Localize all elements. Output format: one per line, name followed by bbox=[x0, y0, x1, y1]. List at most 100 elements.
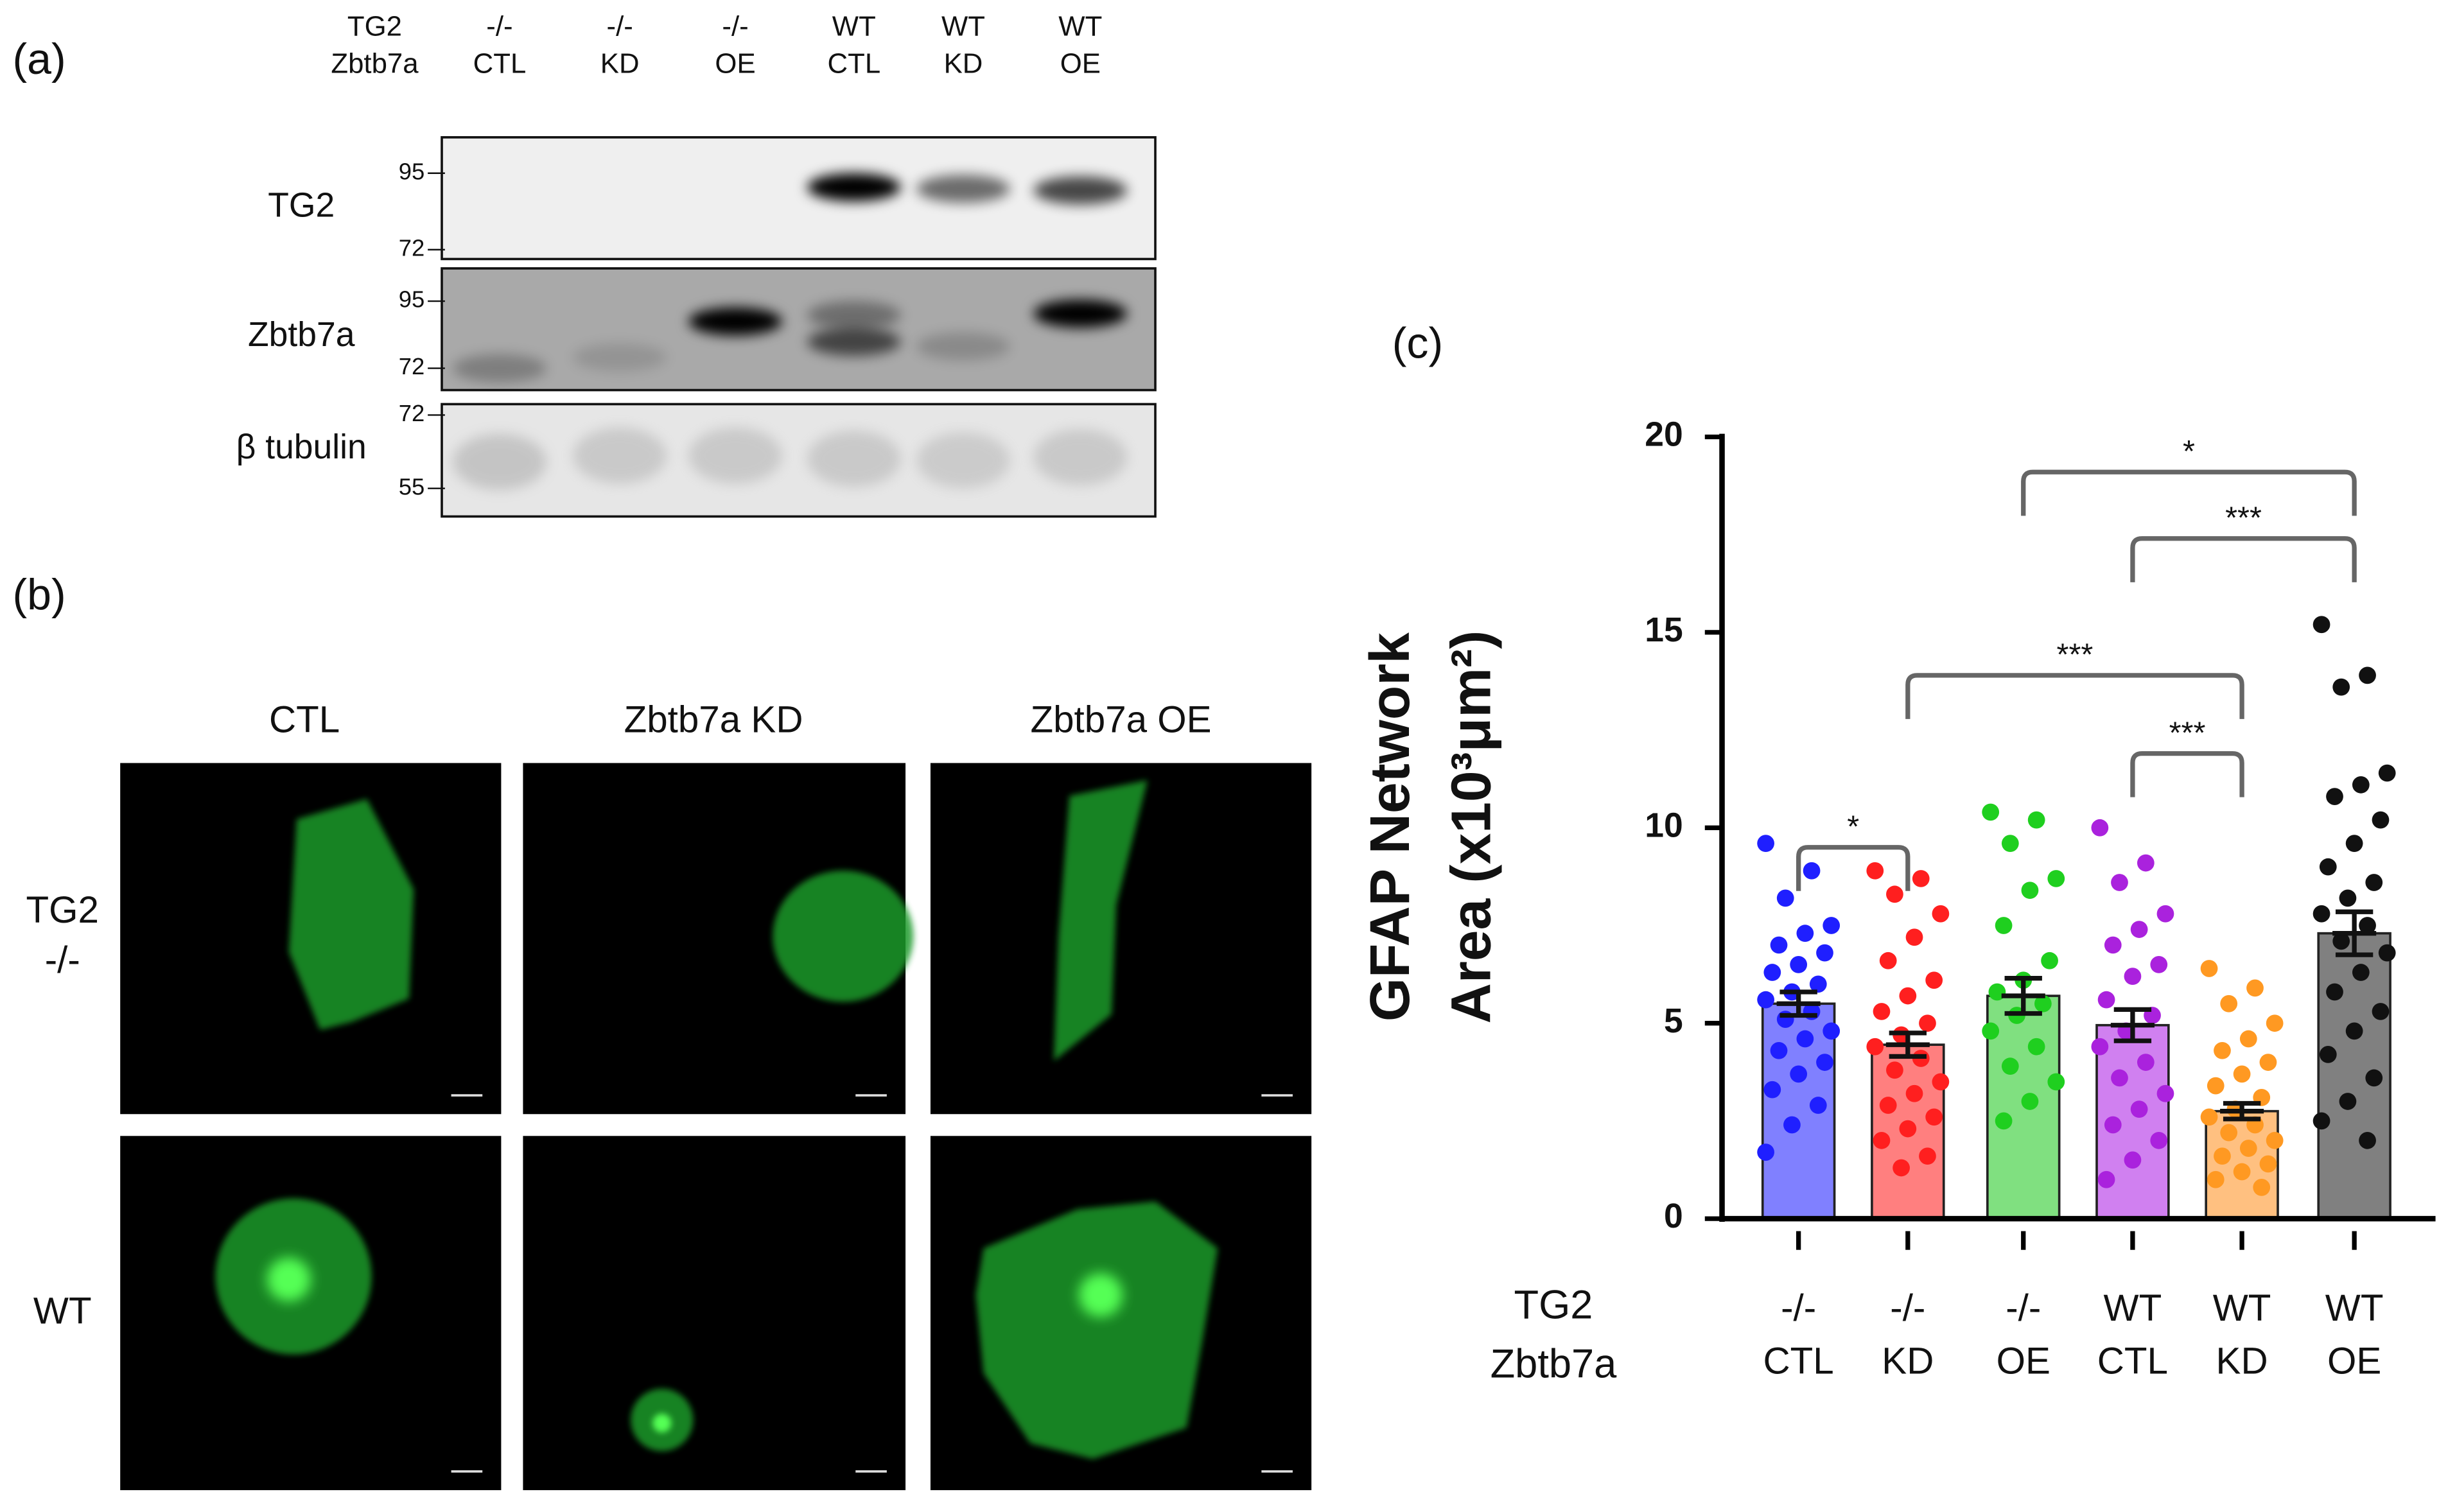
data-point bbox=[2345, 1022, 2363, 1040]
data-point bbox=[2091, 1038, 2109, 1056]
data-point bbox=[2359, 917, 2376, 934]
data-point bbox=[1873, 1003, 1891, 1020]
marker-label: 95 bbox=[399, 158, 425, 184]
data-point bbox=[2312, 616, 2330, 634]
data-point bbox=[1925, 971, 1943, 989]
data-point bbox=[2034, 995, 2052, 1012]
data-point bbox=[1982, 1022, 2000, 1040]
lane-label: OE bbox=[715, 48, 755, 80]
data-point bbox=[2332, 678, 2350, 696]
data-point bbox=[1809, 1097, 1827, 1114]
data-point bbox=[1823, 1022, 1840, 1040]
data-point bbox=[2312, 905, 2330, 923]
data-point bbox=[2239, 1030, 2257, 1048]
lane-label: KD bbox=[944, 48, 983, 80]
data-point bbox=[1803, 862, 1821, 880]
data-point bbox=[2027, 811, 2045, 829]
blot-label: TG2 bbox=[268, 186, 335, 224]
data-point bbox=[1982, 803, 2000, 821]
data-point bbox=[1905, 1084, 1923, 1102]
blot-band bbox=[453, 433, 546, 491]
data-point bbox=[2359, 666, 2376, 684]
significance-bracket bbox=[2021, 469, 2357, 516]
data-point bbox=[1763, 964, 1781, 981]
data-point bbox=[2111, 874, 2128, 891]
cell bbox=[773, 871, 914, 1002]
data-point bbox=[2378, 944, 2396, 962]
data-point bbox=[1886, 1061, 1903, 1079]
data-point bbox=[1899, 1120, 1917, 1138]
significance-bracket bbox=[1796, 845, 1910, 891]
blot-band bbox=[573, 343, 667, 372]
row-label: WT bbox=[33, 1290, 92, 1332]
data-point bbox=[2319, 858, 2337, 876]
blot-band bbox=[1033, 176, 1128, 205]
marker-label: 72 bbox=[399, 234, 425, 261]
data-point bbox=[1912, 870, 1930, 887]
data-point bbox=[1796, 925, 1814, 943]
data-point bbox=[1823, 917, 1840, 934]
lane-label: WT bbox=[941, 10, 985, 42]
lane-label: -/- bbox=[607, 10, 633, 42]
cell bbox=[288, 799, 414, 1030]
panel-label: (c) bbox=[1392, 319, 1443, 368]
lane-label: KD bbox=[600, 48, 640, 80]
data-point bbox=[2091, 819, 2109, 837]
significance-bracket bbox=[1905, 673, 2244, 719]
marker-label: 95 bbox=[399, 286, 425, 313]
blot-band bbox=[916, 432, 1010, 489]
data-point bbox=[1770, 936, 1788, 954]
data-point bbox=[2124, 1151, 2142, 1169]
y-tick-label: 15 bbox=[1645, 611, 1683, 649]
data-point bbox=[1925, 1108, 1943, 1126]
data-point bbox=[2027, 1038, 2045, 1056]
x-tick-label: -/- bbox=[1781, 1287, 1816, 1329]
nucleus bbox=[652, 1413, 672, 1433]
data-point bbox=[1757, 991, 1774, 1009]
data-point bbox=[2326, 788, 2343, 805]
blot-membrane bbox=[441, 267, 1157, 392]
lane-label: CTL bbox=[473, 48, 527, 80]
marker-label: 55 bbox=[399, 473, 425, 500]
lane-label: -/- bbox=[722, 10, 748, 42]
y-axis-title: Area (x10³μm²) bbox=[1440, 630, 1503, 1024]
panel-label: (a) bbox=[12, 35, 66, 83]
blot-band bbox=[688, 427, 782, 484]
column-title: CTL bbox=[269, 699, 340, 741]
blot-band bbox=[1033, 429, 1128, 485]
data-point bbox=[2001, 1057, 2019, 1075]
blot-membrane bbox=[441, 136, 1157, 261]
x-tick-label: WT bbox=[2325, 1287, 2384, 1329]
data-point bbox=[2137, 1054, 2155, 1071]
data-point bbox=[2130, 1100, 2148, 1118]
x-tick-label: WT bbox=[2213, 1287, 2271, 1329]
data-point bbox=[2150, 1131, 2168, 1149]
data-point bbox=[2156, 1084, 2174, 1102]
significance-label: * bbox=[2183, 434, 2195, 469]
data-point bbox=[2104, 1116, 2122, 1134]
data-point bbox=[1879, 952, 1897, 969]
error-bar bbox=[2332, 909, 2377, 957]
blot-band bbox=[688, 307, 782, 336]
micrograph bbox=[523, 1136, 906, 1490]
data-point bbox=[2097, 991, 2115, 1009]
data-point bbox=[1776, 889, 1794, 907]
error-bar bbox=[2220, 1100, 2264, 1122]
data-point bbox=[2352, 776, 2370, 794]
significance-bracket bbox=[2130, 751, 2244, 797]
x-tick-label: CTL bbox=[1763, 1341, 1834, 1382]
marker-label: 72 bbox=[399, 353, 425, 379]
data-point bbox=[2233, 1163, 2251, 1181]
data-point bbox=[2200, 960, 2218, 977]
data-point bbox=[1995, 917, 2013, 934]
bar bbox=[1986, 995, 2061, 1220]
data-point bbox=[2150, 956, 2168, 973]
lane-label: WT bbox=[832, 10, 876, 42]
data-point bbox=[2220, 1124, 2238, 1142]
significance-label: *** bbox=[2225, 500, 2262, 535]
data-point bbox=[2339, 1093, 2357, 1110]
data-point bbox=[2047, 1073, 2065, 1091]
nucleus bbox=[1078, 1273, 1123, 1317]
data-point bbox=[2214, 1041, 2231, 1059]
data-point bbox=[1932, 1073, 1950, 1091]
